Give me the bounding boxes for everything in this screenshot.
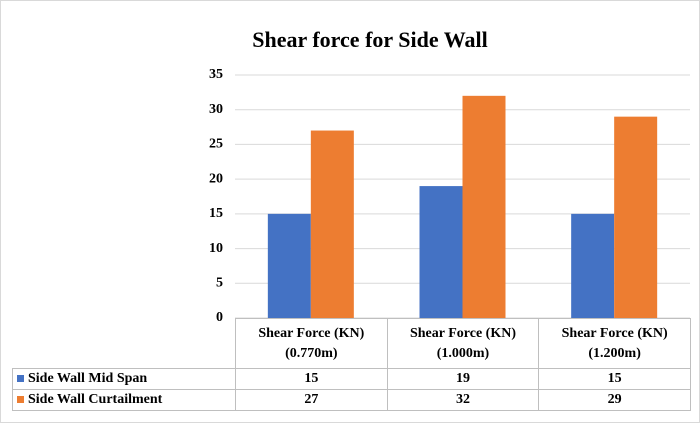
legend-label: Side Wall Mid Span (28, 371, 148, 386)
table-value: 15 (538, 368, 691, 390)
legend-entry: Side Wall Mid Span (12, 368, 236, 390)
y-tick-label: 30 (209, 102, 223, 117)
legend-swatch (17, 396, 24, 404)
x-tick-label: Shear Force (KN) (0.770m) (235, 318, 388, 369)
x-tick-label: Shear Force (KN) (1.000m) (386, 318, 540, 369)
y-tick-label: 20 (209, 171, 223, 186)
bar (571, 213, 615, 318)
table-value: 27 (235, 389, 388, 411)
legend-swatch (17, 375, 24, 383)
data-table: Shear Force (KN) (0.770m) Shear Force (KN… (12, 318, 691, 411)
y-tick-label: 15 (209, 206, 223, 221)
table-value: 29 (538, 389, 691, 411)
bar (462, 95, 506, 318)
y-tick-label: 10 (209, 241, 223, 256)
y-tick-label: 35 (209, 67, 223, 82)
table-value: 32 (386, 389, 540, 411)
table-value: 19 (386, 368, 540, 390)
y-tick-label: 5 (216, 276, 223, 291)
bar (419, 186, 463, 318)
bar (614, 116, 658, 319)
bar (267, 213, 311, 318)
table-value: 15 (235, 368, 388, 390)
table-corner (13, 319, 236, 369)
table-row: Side Wall Mid Span 15 19 15 (12, 368, 691, 390)
y-tick-label: 25 (209, 137, 223, 152)
y-tick-label: 0 (216, 310, 223, 325)
legend-label: Side Wall Curtailment (28, 392, 163, 407)
legend-entry: Side Wall Curtailment (12, 389, 236, 411)
table-header-row: Shear Force (KN) (0.770m) Shear Force (KN… (13, 318, 691, 369)
table-row: Side Wall Curtailment 27 32 29 (12, 389, 691, 411)
x-tick-label: Shear Force (KN) (1.200m) (538, 318, 691, 369)
bar (310, 130, 354, 318)
chart-title: Shear force for Side Wall (252, 27, 487, 52)
